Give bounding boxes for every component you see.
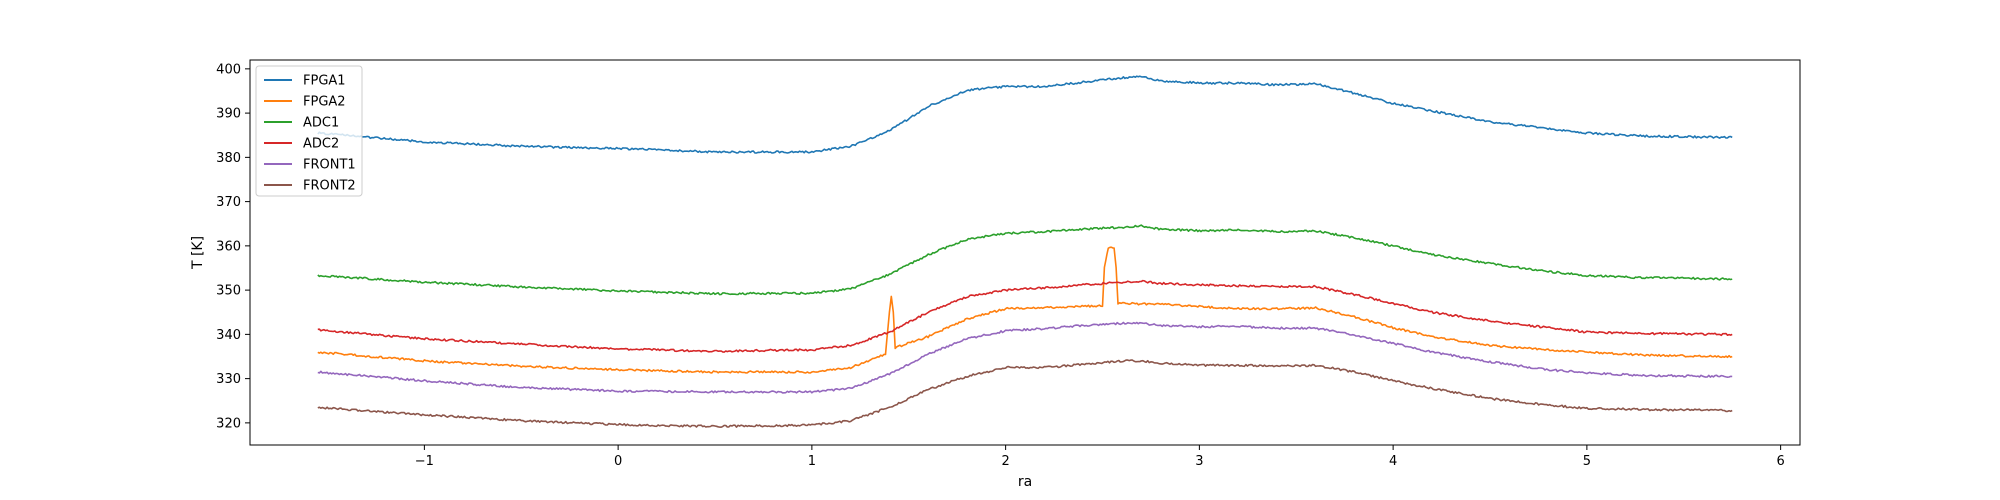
- legend-label: FRONT2: [303, 179, 356, 194]
- y-tick-label: 350: [216, 284, 241, 299]
- series-line-adc1: [317, 224, 1733, 296]
- x-tick-label: −1: [415, 454, 434, 469]
- x-tick-label: 5: [1583, 454, 1591, 469]
- y-tick-label: 330: [216, 372, 241, 387]
- x-tick-label: 6: [1776, 454, 1784, 469]
- plot-area: [250, 60, 1800, 445]
- series-line-front2: [317, 359, 1733, 429]
- series-line-adc2: [317, 279, 1733, 353]
- y-tick-label: 340: [216, 328, 241, 343]
- plot-frame: [249, 59, 1801, 446]
- series-layer: [317, 75, 1733, 429]
- x-tick-label: 2: [1001, 454, 1009, 469]
- y-tick-label: 360: [216, 239, 241, 254]
- x-tick-label: 0: [614, 454, 622, 469]
- series-line-front1: [317, 321, 1733, 394]
- legend-label: FPGA2: [303, 95, 346, 110]
- y-tick-label: 320: [216, 416, 241, 431]
- y-tick-label: 370: [216, 195, 241, 210]
- series-line-fpga2: [317, 246, 1733, 374]
- y-axis-label: T [K]: [190, 236, 206, 270]
- x-tick-label: 4: [1389, 454, 1397, 469]
- legend: FPGA1 FPGA2 ADC1 ADC2 FRONT1 FRONT2: [255, 65, 363, 197]
- y-tick-label: 400: [216, 62, 241, 77]
- y-axis: 320 330 340 350 360 370 380 390 400: [216, 62, 250, 431]
- series-line-fpga1: [317, 75, 1733, 154]
- x-tick-label: 3: [1195, 454, 1203, 469]
- legend-label: FRONT1: [303, 158, 356, 173]
- y-tick-label: 390: [216, 107, 241, 122]
- legend-label: FPGA1: [303, 74, 346, 89]
- legend-label: ADC2: [303, 137, 339, 152]
- x-axis: −1 0 1 2 3 4 5 6: [415, 445, 1785, 469]
- x-tick-label: 1: [808, 454, 816, 469]
- legend-label: ADC1: [303, 116, 339, 131]
- x-axis-label: ra: [1018, 474, 1032, 490]
- y-tick-label: 380: [216, 151, 241, 166]
